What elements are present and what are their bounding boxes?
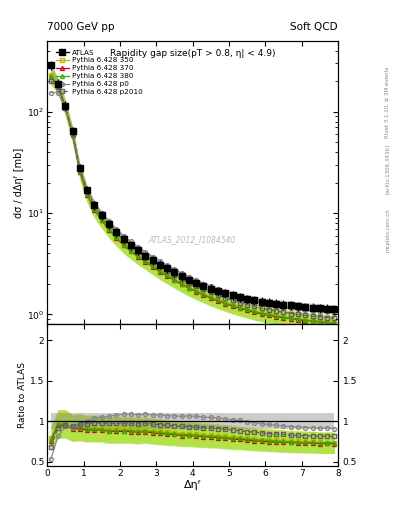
X-axis label: Δηᶠ: Δηᶠ [184,480,202,490]
Y-axis label: dσ / dΔηᶠ [mb]: dσ / dΔηᶠ [mb] [15,147,24,218]
Text: Rivet 3.1.10, ≥ 3M events: Rivet 3.1.10, ≥ 3M events [385,67,390,138]
Text: Rapidity gap size(pT > 0.8, η| < 4.9): Rapidity gap size(pT > 0.8, η| < 4.9) [110,50,275,58]
Text: [arXiv:1306.3436]: [arXiv:1306.3436] [385,144,390,194]
Text: 7000 GeV pp: 7000 GeV pp [47,23,115,32]
Text: mcplots.cern.ch: mcplots.cern.ch [385,208,390,252]
Text: ATLAS_2012_I1084540: ATLAS_2012_I1084540 [149,235,236,244]
Y-axis label: Ratio to ATLAS: Ratio to ATLAS [18,362,27,428]
Legend: ATLAS, Pythia 6.428 350, Pythia 6.428 370, Pythia 6.428 380, Pythia 6.428 p0, Py: ATLAS, Pythia 6.428 350, Pythia 6.428 37… [54,48,145,97]
Text: Soft QCD: Soft QCD [290,23,338,32]
